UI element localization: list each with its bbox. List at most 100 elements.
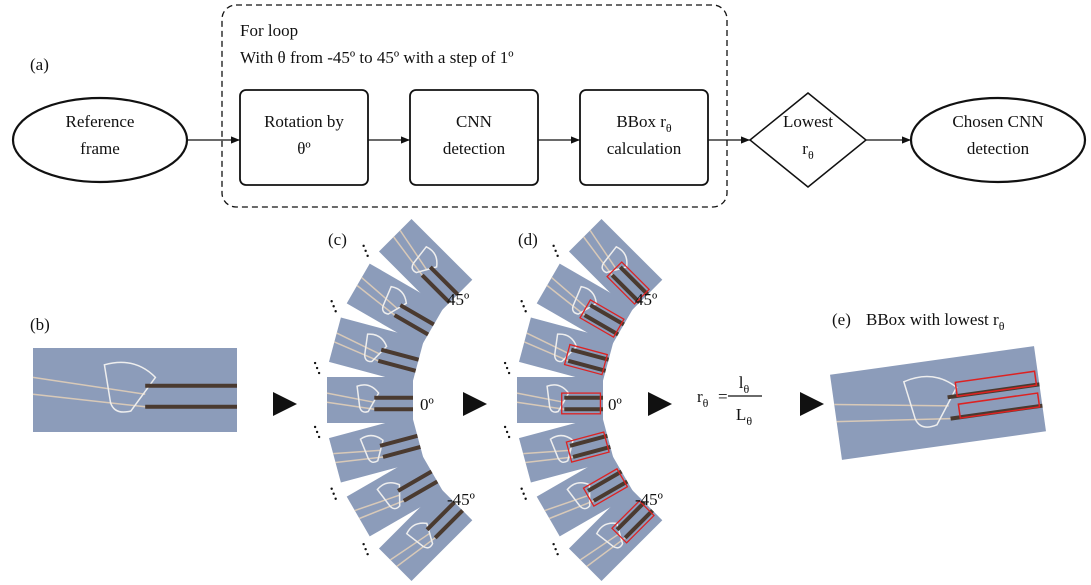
ellipsis-dot [520,300,522,302]
ellipsis-dot [508,372,510,374]
label: With θ from -45º to 45º with a step of 1… [240,48,514,67]
text-part: Reference [66,112,135,131]
text-part: CNN [456,112,492,131]
step-arrow [800,392,824,416]
label: 45º [447,290,469,309]
ellipsis-dot [364,250,366,252]
process-node [410,90,538,185]
ellipsis-dot [314,362,316,364]
label: BBox with lowest rθ [866,310,1005,333]
ellipsis-dot [318,372,320,374]
node-label: detection [443,139,506,158]
subscript: θ [666,121,672,135]
ellipsis-dot [362,543,364,545]
photo-e [830,346,1046,460]
ellipsis-dot [554,250,556,252]
process-node [240,90,368,185]
ellipsis-dot [508,436,510,438]
ellipsis-dot [524,310,526,312]
label: 0º [420,395,434,414]
ellipsis-dot [330,300,332,302]
label: (a) [30,55,49,74]
text-part: detection [967,139,1030,158]
ellipsis-dot [314,426,316,428]
label: lθ [739,373,750,396]
process-node [580,90,708,185]
ellipsis-dot [330,488,332,490]
step-arrow [463,392,487,416]
ellipsis-dot [332,493,334,495]
subscript: θ [703,396,709,410]
photo [517,377,603,423]
text-part: detection [443,139,506,158]
text-part: BBox r [616,112,666,131]
text-part: Chosen CNN [952,112,1043,131]
subscript: θ [746,414,752,428]
subscript: θ [999,319,1005,333]
text-part: Lowest [783,112,833,131]
label: (c) [328,230,347,249]
rotated-photo [327,377,413,423]
ellipsis-dot [522,305,524,307]
ellipsis-dot [552,543,554,545]
photo [327,377,413,423]
ellipsis-dot [318,436,320,438]
node-label: CNN [456,112,492,131]
ellipsis-dot [366,553,368,555]
subscript: θ [743,382,749,396]
diagram: (a) For loop With θ from -45º to 45º with … [0,0,1091,585]
ellipsis-dot [334,310,336,312]
label: 0º [608,395,622,414]
label: 45º [635,290,657,309]
label: (b) [30,315,50,334]
ellipsis-dot [332,305,334,307]
text-part: calculation [607,139,682,158]
text-part: BBox with lowest r [866,310,999,329]
node-label: calculation [607,139,682,158]
text-part: Rotation by [264,112,344,131]
node-label: Reference [66,112,135,131]
node-label: detection [967,139,1030,158]
ellipsis-dot [366,255,368,257]
node-label: θº [297,139,310,158]
ellipsis-dot [504,426,506,428]
ellipsis-dot [316,431,318,433]
node-label: frame [80,139,120,158]
ellipsis-dot [520,488,522,490]
label: (e) [832,310,851,329]
node-label: Lowest [783,112,833,131]
step-arrow [273,392,297,416]
label: -45º [635,490,663,509]
decision-node [750,93,866,187]
ellipsis-dot [506,431,508,433]
ellipsis-dot [552,245,554,247]
photo [830,346,1046,460]
text-part: frame [80,139,120,158]
label: = [718,387,728,406]
ellipsis-dot [524,498,526,500]
ellipsis-dot [334,498,336,500]
text-part: θº [297,139,310,158]
ellipsis-dot [362,245,364,247]
text-part: L [736,405,746,424]
label: (d) [518,230,538,249]
ellipsis-dot [504,362,506,364]
ellipsis-dot [556,553,558,555]
label: -45º [447,490,475,509]
node-label: Chosen CNN [952,112,1043,131]
ellipsis-dot [522,493,524,495]
node-label: Rotation by [264,112,344,131]
step-arrow [648,392,672,416]
ellipsis-dot [316,367,318,369]
ellipsis-dot [506,367,508,369]
subscript: θ [808,148,814,162]
photo-b [33,348,237,432]
label: Lθ [736,405,752,428]
ellipsis-dot [556,255,558,257]
photo [33,348,237,432]
label: rθ [697,387,709,410]
ellipsis-dot [364,548,366,550]
ellipsis-dot [554,548,556,550]
rotated-photo [517,377,603,423]
label: For loop [240,21,298,40]
